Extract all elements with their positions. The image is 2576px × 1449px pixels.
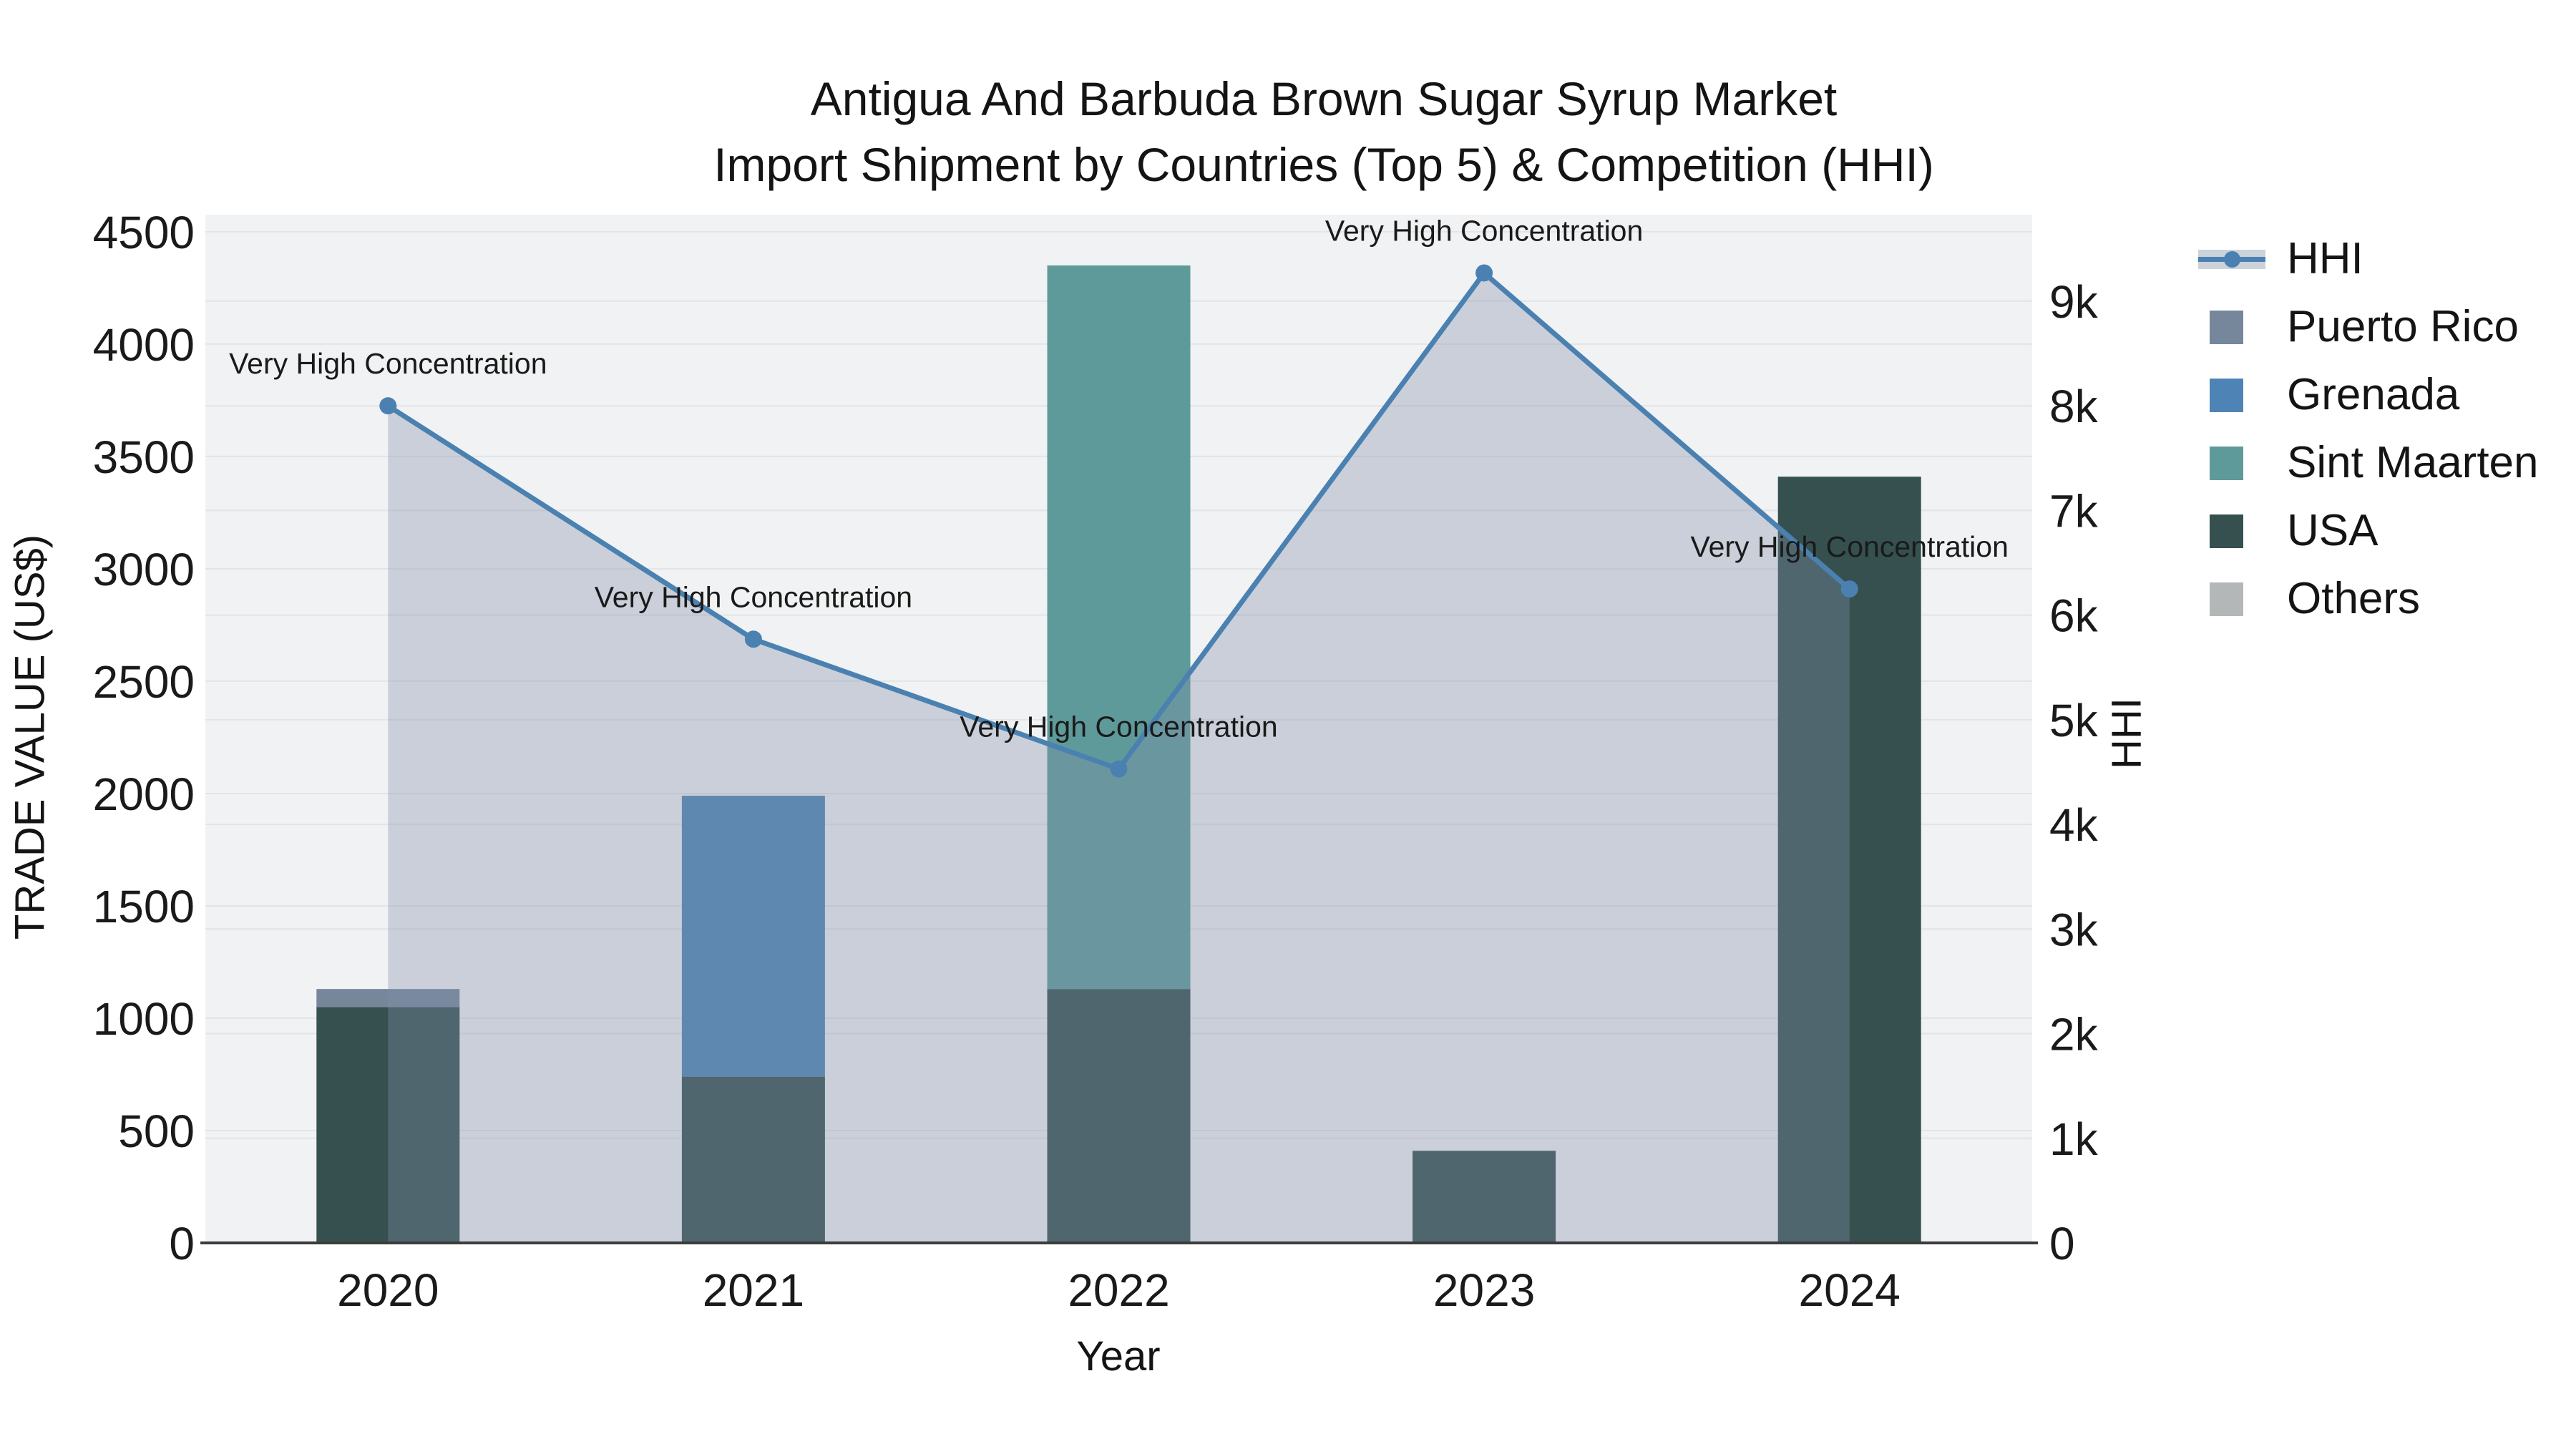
- bar-segment-2021-usa: [681, 1076, 825, 1243]
- legend-swatch-icon: [2198, 376, 2274, 414]
- x-axis-title: Year: [1076, 1333, 1161, 1380]
- right-tick-label: 4k: [2049, 799, 2099, 851]
- legend-item-puerto-rico: Puerto Rico: [2198, 293, 2539, 361]
- left-tick-label: 500: [118, 1106, 195, 1157]
- legend-label: Others: [2287, 574, 2421, 623]
- left-tick-label: 1500: [93, 881, 195, 932]
- left-tick-label: 3000: [93, 544, 195, 595]
- x-tick-label-2022: 2022: [1068, 1264, 1169, 1316]
- left-axis-title: TRADE VALUE (US$): [6, 534, 54, 940]
- right-tick-label: 2k: [2049, 1009, 2099, 1060]
- right-tick-label: 0: [2049, 1218, 2075, 1269]
- hhi-marker-2022: [1110, 760, 1128, 778]
- chart-title-line2: Import Shipment by Countries (Top 5) & C…: [713, 138, 1934, 191]
- bar-segment-2020-puerto-rico: [316, 989, 460, 1008]
- right-tick-label: 9k: [2049, 276, 2099, 328]
- hhi-marker-2020: [379, 397, 397, 415]
- legend-label: USA: [2287, 506, 2379, 555]
- x-tick-label-2021: 2021: [703, 1264, 804, 1316]
- right-axis-title: HHI: [2103, 698, 2150, 769]
- right-tick-label: 3k: [2049, 904, 2099, 955]
- hhi-marker-2024: [1840, 580, 1858, 598]
- annotation-2020: Very High Concentration: [229, 347, 547, 380]
- bar-segment-2022-sint-maarten: [1047, 265, 1191, 990]
- annotation-2022: Very High Concentration: [960, 711, 1277, 743]
- legend-swatch-icon: [2198, 580, 2274, 618]
- left-tick-label: 2500: [93, 656, 195, 708]
- right-tick-label: 6k: [2049, 590, 2099, 642]
- left-tick-label: 0: [169, 1218, 195, 1269]
- bar-segment-2024-usa: [1777, 477, 1921, 1243]
- left-tick-label: 4500: [93, 207, 195, 258]
- legend-label: HHI: [2287, 234, 2363, 283]
- bar-segment-2022-usa: [1047, 989, 1191, 1243]
- legend-label: Puerto Rico: [2287, 302, 2519, 351]
- left-tick-label: 3500: [93, 431, 195, 483]
- right-tick-label: 5k: [2049, 695, 2099, 746]
- legend-line-icon: [2198, 240, 2274, 278]
- annotation-2023: Very High Concentration: [1325, 214, 1643, 247]
- legend-swatch-icon: [2198, 444, 2274, 482]
- left-tick-label: 1000: [93, 993, 195, 1045]
- right-tick-label: 8k: [2049, 381, 2099, 432]
- legend-item-sint-maarten: Sint Maarten: [2198, 429, 2539, 497]
- right-tick-label: 1k: [2049, 1113, 2099, 1165]
- legend-item-grenada: Grenada: [2198, 361, 2539, 429]
- legend-label: Grenada: [2287, 370, 2460, 419]
- legend-item-usa: USA: [2198, 497, 2539, 565]
- chart-legend: HHI Puerto Rico Grenada Sint Maarten USA Othe…: [2198, 225, 2539, 633]
- hhi-marker-2021: [744, 630, 762, 648]
- hhi-marker-2023: [1475, 264, 1493, 282]
- legend-item-hhi: HHI: [2198, 225, 2539, 293]
- x-tick-label-2024: 2024: [1799, 1264, 1901, 1316]
- bar-segment-2020-usa: [316, 1007, 460, 1243]
- left-tick-label: 2000: [93, 769, 195, 820]
- x-tick-label-2020: 2020: [337, 1264, 439, 1316]
- left-tick-label: 4000: [93, 319, 195, 371]
- bar-segment-2023-usa: [1413, 1151, 1556, 1243]
- right-tick-label: 7k: [2049, 485, 2099, 537]
- annotation-2024: Very High Concentration: [1690, 530, 2008, 563]
- legend-label: Sint Maarten: [2287, 438, 2539, 487]
- x-tick-label-2023: 2023: [1433, 1264, 1535, 1316]
- annotation-2021: Very High Concentration: [595, 580, 912, 613]
- bar-segment-2021-grenada: [681, 796, 825, 1077]
- legend-swatch-icon: [2198, 308, 2274, 346]
- legend-item-others: Others: [2198, 565, 2539, 633]
- legend-swatch-icon: [2198, 512, 2274, 550]
- chart-title-line1: Antigua And Barbuda Brown Sugar Syrup Ma…: [810, 72, 1838, 125]
- hhi-area-fill: [388, 273, 1850, 1244]
